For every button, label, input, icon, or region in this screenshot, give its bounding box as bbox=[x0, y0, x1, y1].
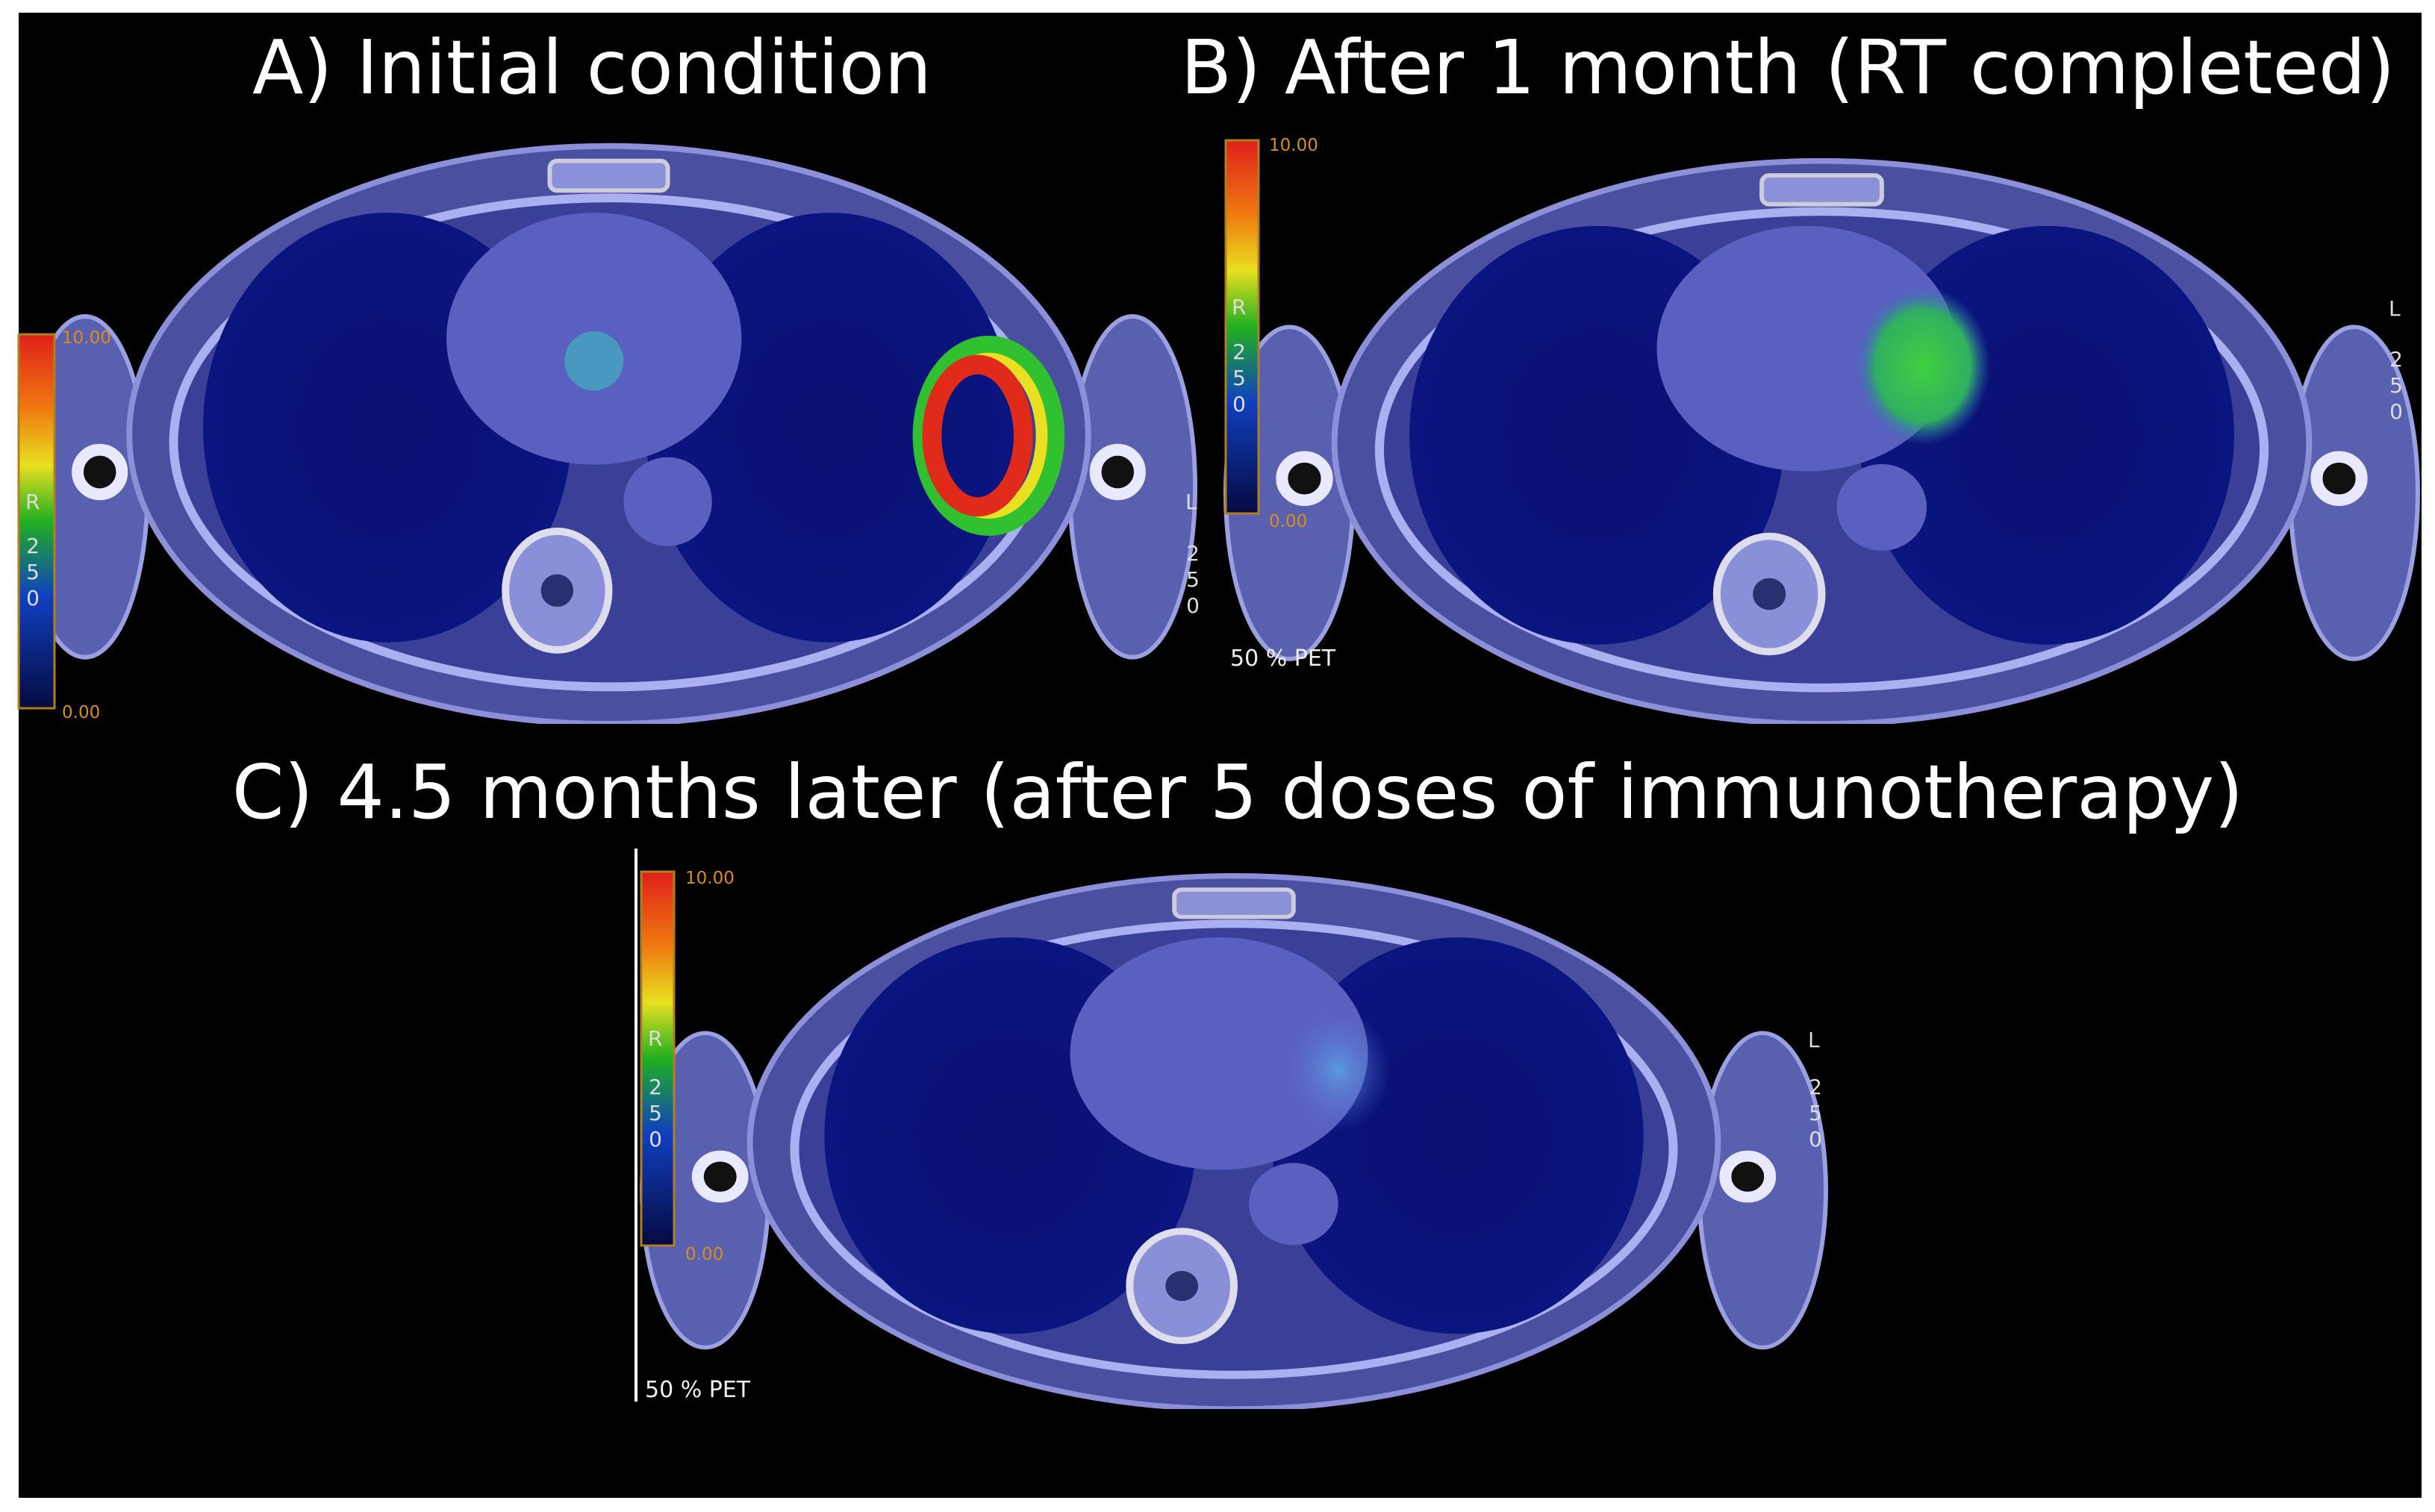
pet-ct-scan bbox=[22, 146, 1195, 724]
panel-c: C) 4.5 months later (after 5 doses of im… bbox=[232, 749, 2243, 1409]
depth-label: 250 bbox=[1181, 541, 1206, 619]
depth-label: 250 bbox=[2384, 347, 2409, 425]
panel-title: B) After 1 month (RT completed) bbox=[1181, 24, 2395, 111]
color-scale bbox=[640, 870, 676, 1247]
orientation-label: R bbox=[1232, 295, 1246, 319]
panel-a: A) Initial condition 10.00 0.00 R 250 L … bbox=[17, 24, 1206, 724]
panel-title: C) 4.5 months later (after 5 doses of im… bbox=[232, 749, 2243, 836]
orientation-label: L bbox=[2389, 296, 2401, 321]
scale-max: 10.00 bbox=[62, 328, 111, 348]
pet-ct-scan bbox=[1226, 161, 2418, 724]
orientation-label: L bbox=[1185, 490, 1197, 514]
depth-label: 250 bbox=[643, 1075, 668, 1153]
orientation-label: R bbox=[25, 490, 40, 514]
scale-min: 0.00 bbox=[1269, 512, 1307, 531]
orientation-label: R bbox=[648, 1026, 662, 1051]
orientation-label: L bbox=[1808, 1028, 1820, 1052]
panel-b: B) After 1 month (RT completed) 10.00 0.… bbox=[1181, 24, 2418, 724]
depth-label: 250 bbox=[1803, 1075, 1828, 1153]
scale-min: 0.00 bbox=[685, 1245, 723, 1264]
pet-label: 50 % PET bbox=[645, 1377, 751, 1403]
scale-max: 10.00 bbox=[1269, 136, 1318, 155]
depth-label: 250 bbox=[21, 534, 46, 612]
pet-ct-scan bbox=[642, 876, 1826, 1409]
color-scale bbox=[1224, 139, 1260, 515]
scale-max: 10.00 bbox=[685, 869, 735, 888]
panel-title: A) Initial condition bbox=[252, 24, 932, 111]
color-scale bbox=[17, 333, 56, 710]
scale-min: 0.00 bbox=[62, 703, 100, 722]
pet-label: 50 % PET bbox=[1230, 646, 1336, 672]
depth-label: 250 bbox=[1227, 340, 1252, 418]
